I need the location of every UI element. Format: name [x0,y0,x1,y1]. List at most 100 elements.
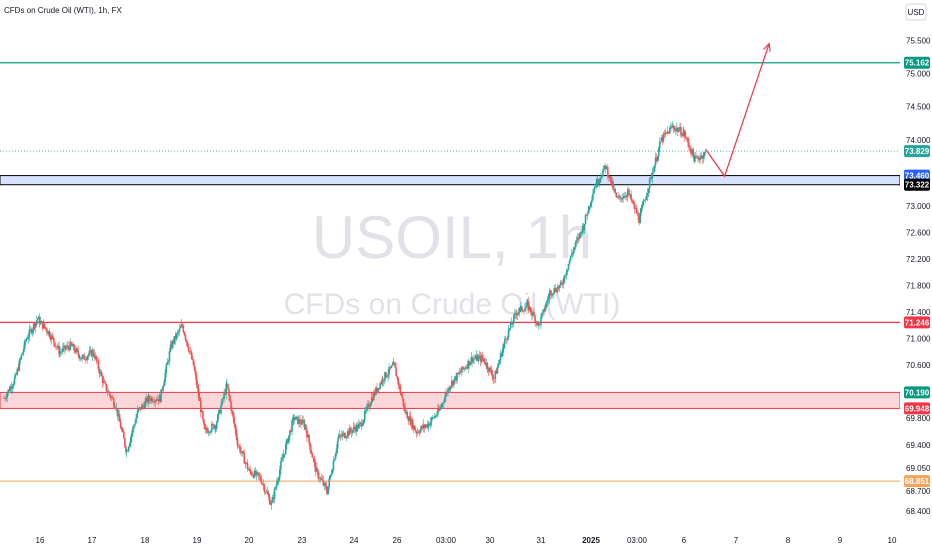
candle-body [468,360,471,366]
candle [265,488,268,494]
candle-body [320,477,323,480]
candle [391,361,394,367]
candle [155,396,158,404]
candle-body [444,397,446,403]
candle-body [132,427,134,433]
candle [109,393,112,401]
candle [184,333,187,342]
candle-body [526,302,528,307]
candle [284,441,287,455]
candle-body [218,409,220,415]
candle-body [386,376,388,378]
candle [335,444,338,457]
candle-body [361,423,364,427]
candle-body [594,186,597,188]
candle-body [49,337,52,340]
candle [579,231,582,238]
candle [236,433,239,450]
candle [658,137,661,152]
candle-body [314,461,317,472]
candle-body [437,408,440,411]
candle-body [608,176,610,178]
candle-body [478,355,481,357]
candle-body [183,331,186,335]
candle [47,330,50,337]
candle-body [36,319,39,321]
candle-body [275,483,278,488]
candle-body [570,254,573,256]
candle-body [700,155,702,158]
candle-body [118,414,121,422]
candle-body [639,213,641,224]
candle [588,205,591,211]
candle [616,193,618,198]
candle [444,391,446,403]
candle [547,293,550,306]
candle-body [263,485,266,492]
candle-body [354,428,357,432]
candle [532,310,534,319]
candle [540,313,542,330]
currency-button[interactable]: USD [905,3,927,21]
candle [604,165,607,174]
candle-body [529,307,531,311]
candle [468,360,471,370]
candle [535,320,537,328]
candle [74,346,76,355]
candle [570,249,573,257]
candle [310,444,312,454]
candle [243,449,246,464]
candle-body [548,293,551,299]
candle [453,379,455,388]
candle [307,430,309,438]
x-tick-label: 03:00 [436,536,457,545]
candle-body [228,388,230,396]
candle-body [319,477,321,479]
candle-body [622,198,624,199]
candle [262,479,265,491]
candle-body [79,358,82,360]
candle [423,423,426,433]
candle [203,418,205,426]
candle [9,384,12,393]
x-tick-label: 18 [141,536,150,545]
candle [695,151,697,159]
candle [338,429,341,439]
candle-body [414,430,417,432]
candle-body [659,141,662,143]
candle-body [623,196,626,199]
candle-body [171,341,173,348]
candle-body [374,392,376,395]
candle [30,327,33,335]
candle-body [359,422,362,424]
currency-button-label[interactable]: USD [908,8,925,17]
candle-body [382,378,384,382]
candle [416,427,419,436]
y-axis-ticks: 75.50075.00074.50074.00073.40073.00072.6… [906,36,931,516]
candle-body [630,194,632,201]
candle [507,324,510,341]
y-tick-label: 75.000 [906,69,931,78]
candle-body [110,397,113,399]
price-axis[interactable] [900,0,932,550]
candle-body [675,127,678,129]
candle-body [141,404,143,410]
candle-body [365,410,367,412]
candle-body [153,401,155,403]
candle-body [501,348,504,356]
candle-body [155,400,158,401]
candle-body [477,356,480,362]
candle [650,172,653,182]
candle [235,425,238,441]
candle-body [235,429,238,438]
candle-body [534,315,536,323]
candle [61,348,63,356]
candle-body [696,156,698,158]
chart-title: CFDs on Crude Oil (WTI), 1h, FX [4,6,122,15]
currency-button-frame[interactable] [905,3,927,21]
candle [106,385,109,397]
candle-body [556,287,559,293]
candle-body [702,156,705,159]
candle-body [30,329,33,334]
